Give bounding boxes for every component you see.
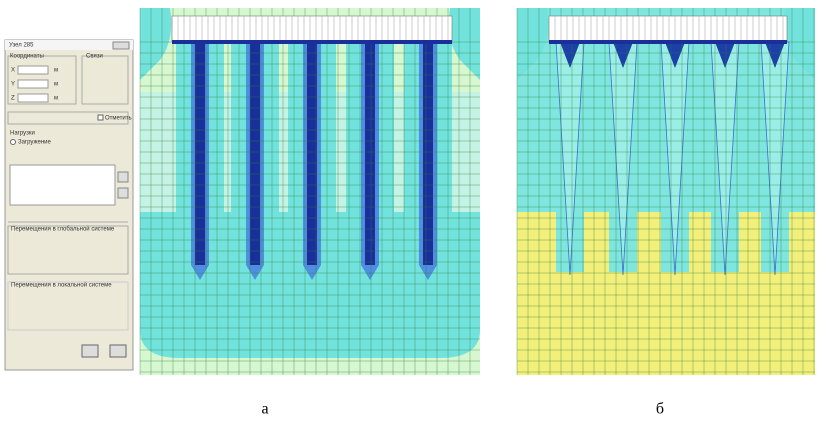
pile [307,40,317,265]
pile-tip [419,265,437,280]
input[interactable] [17,65,49,75]
caption: б [656,401,664,418]
radio[interactable] [10,139,16,145]
group-box [81,55,129,105]
unit-label: м [54,68,58,74]
dialog-title: Узел 285 [9,43,34,49]
button[interactable] [117,171,129,183]
input[interactable] [17,93,49,103]
group-label: Связи [86,54,103,60]
checkbox[interactable] [97,114,104,121]
pile [715,42,735,68]
pile [613,42,633,68]
load-line [171,16,449,42]
button[interactable] [117,187,129,199]
caption: а [261,401,268,418]
pile [195,40,205,265]
soil-zone [517,8,815,80]
group-box [7,225,129,275]
pile-tip [303,265,321,280]
slab [549,40,787,44]
pile-tip [246,265,264,280]
load-block [171,15,453,43]
field-label: Y [11,82,15,88]
unit-label: м [54,96,58,102]
slab [172,40,452,44]
pile [423,40,433,265]
mesh-line [139,8,480,375]
dialog-titlebar [5,40,133,50]
pile [560,42,580,68]
group-label: Перемещения в глобальной системе [11,226,115,233]
checkbox-label: Отметить [105,116,132,122]
radio-label: Загружение [18,140,52,146]
input[interactable] [17,79,49,89]
help-button[interactable] [109,344,127,358]
pile-tip [361,265,379,280]
load-block [548,15,788,43]
pile [250,40,260,265]
soil-zone [140,212,480,358]
pile [365,40,375,265]
field-label: Z [11,96,15,102]
pile-tip [191,265,209,280]
unit-label: м [54,82,58,88]
pile [665,42,685,68]
group-label: Нагрузки [10,131,35,137]
group-box [7,281,129,331]
group-box [7,55,77,105]
field-label: X [11,68,15,74]
load-line [548,16,784,42]
mesh-line [516,8,815,375]
row-box [7,111,129,125]
group-label: Координаты [10,54,44,60]
list-box [9,164,116,206]
close-button[interactable] [112,41,130,50]
group-label: Перемещения в локальной системе [11,282,112,289]
ok-button[interactable] [81,344,99,358]
